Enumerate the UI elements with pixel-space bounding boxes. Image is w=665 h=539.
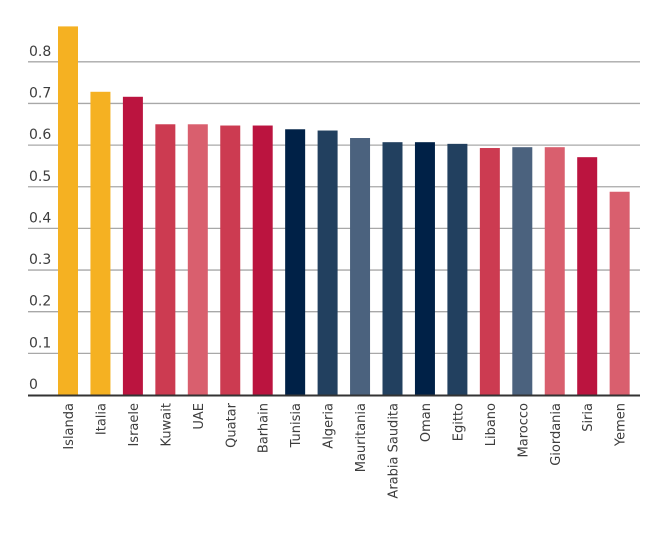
x-axis-labels: Islanda Italia Israele Kuwait UAE Quatar Barha… bbox=[62, 402, 629, 498]
bar-tunisia bbox=[285, 129, 306, 395]
x-tick-label: Egitto bbox=[451, 403, 466, 441]
y-tick-label: 0.1 bbox=[29, 335, 51, 351]
x-tick-label: Oman bbox=[419, 403, 434, 442]
bar-yemen bbox=[609, 191, 630, 395]
bar-barhain bbox=[252, 125, 273, 395]
x-tick-label: Islanda bbox=[62, 403, 77, 450]
x-tick-label: Barhain bbox=[257, 403, 272, 453]
bar-giordania bbox=[544, 147, 565, 395]
y-tick-label: 0 bbox=[29, 377, 38, 393]
x-tick-label: Arabia Saudita bbox=[387, 403, 402, 499]
bars bbox=[58, 26, 630, 396]
bar-kuwait bbox=[155, 124, 176, 396]
x-tick-label: Tunisia bbox=[289, 403, 304, 448]
bar-islanda bbox=[58, 26, 78, 396]
x-tick-label: Italia bbox=[94, 403, 109, 435]
y-tick-label: 0.3 bbox=[29, 252, 51, 268]
bar-algeria bbox=[317, 130, 338, 395]
bar-marocco bbox=[512, 147, 533, 395]
bar-italia bbox=[90, 91, 111, 396]
bar-siria bbox=[577, 157, 598, 395]
x-tick-label: Kuwait bbox=[159, 403, 174, 446]
x-tick-label: Yemen bbox=[614, 403, 629, 447]
y-tick-label: 0.7 bbox=[29, 85, 51, 101]
bar-libano bbox=[479, 148, 500, 395]
x-tick-label: Mauritania bbox=[354, 403, 369, 472]
x-tick-label: Siria bbox=[581, 403, 596, 432]
y-tick-label: 0.5 bbox=[29, 169, 51, 185]
x-tick-label: Marocco bbox=[516, 403, 531, 457]
y-tick-label: 0.2 bbox=[29, 294, 51, 310]
bar-oman bbox=[414, 142, 435, 395]
x-tick-label: Giordania bbox=[549, 403, 564, 466]
bar-uae bbox=[187, 124, 208, 396]
bar-egitto bbox=[447, 143, 468, 395]
bar-israele bbox=[122, 96, 143, 395]
x-tick-label: Israele bbox=[127, 403, 142, 447]
x-tick-label: Libano bbox=[484, 403, 499, 446]
y-tick-label: 0.4 bbox=[29, 210, 51, 226]
bar-arabia-saudita bbox=[382, 142, 403, 395]
bar-mauritania bbox=[350, 138, 371, 395]
x-tick-label: UAE bbox=[192, 403, 207, 430]
x-tick-label: Algeria bbox=[322, 403, 337, 449]
bar-quatar bbox=[220, 125, 241, 395]
y-tick-label: 0.6 bbox=[29, 127, 51, 143]
y-tick-label: 0.8 bbox=[29, 44, 51, 60]
x-tick-label: Quatar bbox=[224, 402, 239, 448]
y-axis-ticks: 0 0.1 0.2 0.3 0.4 0.5 0.6 0.7 0.8 bbox=[29, 44, 51, 393]
